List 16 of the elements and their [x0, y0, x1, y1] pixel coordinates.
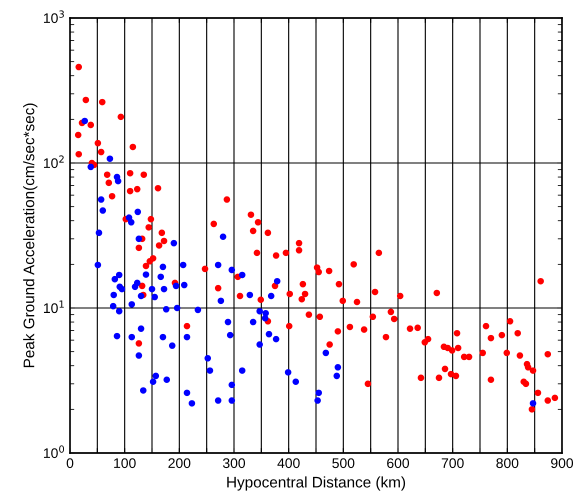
x-tick-label: 900 — [551, 458, 573, 468]
x-tick-label: 0 — [66, 458, 74, 468]
x-tick-label: 300 — [222, 458, 246, 468]
x-axis-title: Hypocentral Distance (km) — [227, 476, 406, 491]
x-tick-label: 400 — [277, 458, 300, 468]
y-axis-title: Peak Ground Acceleration(cm/sec*sec) — [23, 104, 38, 368]
x-tick-label: 800 — [496, 458, 518, 468]
x-tick-label: 600 — [387, 458, 410, 468]
y-tick-label: 10$^{0}$ — [44, 445, 64, 458]
x-tick-label: 500 — [332, 458, 354, 468]
y-tick-label: 10$^{1}$ — [44, 300, 64, 314]
x-tick-label: 200 — [168, 458, 190, 468]
y-tick-label: 10$^{3}$ — [44, 10, 64, 24]
x-tick-label: 700 — [442, 458, 464, 468]
y-tick-label: 10$^{2}$ — [44, 155, 64, 168]
x-tick-label: 100 — [114, 458, 136, 468]
